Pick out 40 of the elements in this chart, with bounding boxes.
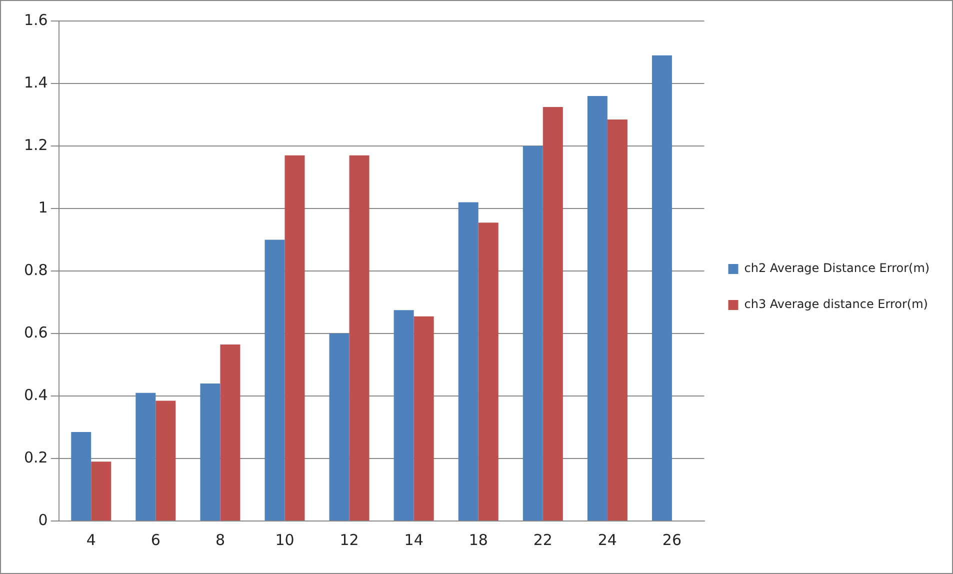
bar [349,155,370,520]
x-tick-label: 6 [150,530,160,549]
bar [652,55,672,520]
legend-label: ch2 Average Distance Error(m) [744,261,930,276]
x-tick-label: 4 [86,530,96,549]
y-tick-label: 0.8 [24,260,48,279]
bar [264,240,285,520]
bar [91,462,112,520]
y-tick-label: 1.4 [24,73,48,92]
bar [587,96,608,520]
legend-label: ch3 Average distance Error(m) [744,297,928,312]
x-tick-label: 22 [533,530,552,549]
x-tick-label: 12 [340,530,359,549]
y-tick-label: 0.4 [24,386,48,404]
y-tick-label: 0.2 [24,448,48,466]
bar [136,392,156,520]
bar [478,222,498,520]
bar [200,384,220,520]
x-tick-label: 8 [215,530,225,549]
x-tick-label: 26 [662,530,682,549]
bar [329,334,350,520]
x-tick-label: 10 [275,530,294,549]
bar [414,316,434,520]
bar [542,106,563,520]
bar [284,155,305,520]
bar [71,432,92,520]
x-tick-label: 18 [468,530,488,549]
bar [220,344,240,520]
bar [156,400,176,520]
y-tick-label: 1.6 [24,10,48,29]
y-tick-label: 0 [38,510,48,529]
y-tick-label: 1.2 [24,136,48,154]
bar [394,310,414,520]
bar [522,146,543,520]
bar [458,202,478,520]
y-tick-label: 1 [38,198,48,216]
x-tick-label: 24 [598,530,617,549]
x-tick-label: 14 [404,530,424,549]
bar [607,119,628,520]
y-tick-label: 0.6 [24,323,48,342]
